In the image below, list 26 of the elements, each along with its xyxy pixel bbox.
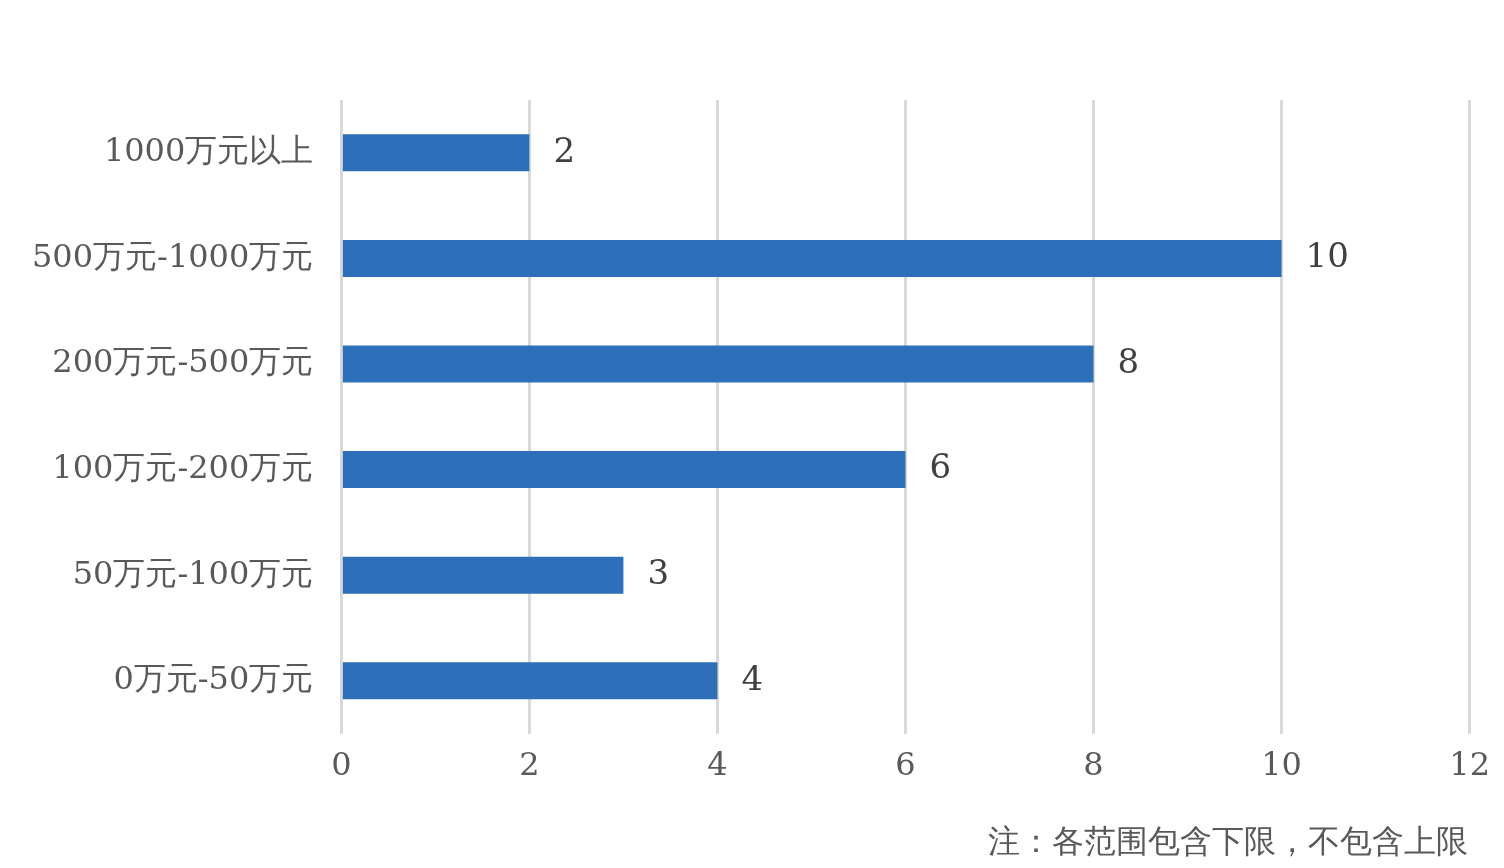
x-tick-label: 8 — [1083, 745, 1104, 784]
bar — [342, 134, 530, 172]
data-label: 10 — [1305, 235, 1349, 276]
y-tick-label: 500万元-1000万元 — [32, 236, 314, 275]
data-label: 6 — [929, 446, 952, 487]
y-tick-label: 200万元-500万元 — [52, 342, 314, 381]
x-tick-label: 12 — [1449, 745, 1490, 784]
bar — [342, 556, 624, 594]
y-tick-label: 0万元-50万元 — [113, 659, 314, 698]
data-label: 8 — [1117, 340, 1140, 381]
y-tick-label: 1000万元以上 — [103, 131, 314, 170]
x-tick-label: 10 — [1261, 745, 1302, 784]
bar — [342, 345, 1094, 383]
data-label: 2 — [553, 129, 576, 170]
bar — [342, 662, 718, 700]
data-label: 4 — [741, 657, 764, 698]
text: 注：各范围包含下限，不包含上限 — [988, 821, 1468, 862]
bar — [342, 451, 906, 489]
x-tick-label: 0 — [331, 745, 352, 784]
y-tick-label: 50万元-100万元 — [72, 553, 314, 592]
bar — [342, 239, 1282, 277]
x-tick-label: 4 — [707, 745, 728, 784]
x-tick-label: 6 — [895, 745, 916, 784]
x-tick-label: 2 — [519, 745, 540, 784]
data-label: 3 — [647, 552, 670, 593]
y-tick-label: 100万元-200万元 — [52, 447, 314, 486]
